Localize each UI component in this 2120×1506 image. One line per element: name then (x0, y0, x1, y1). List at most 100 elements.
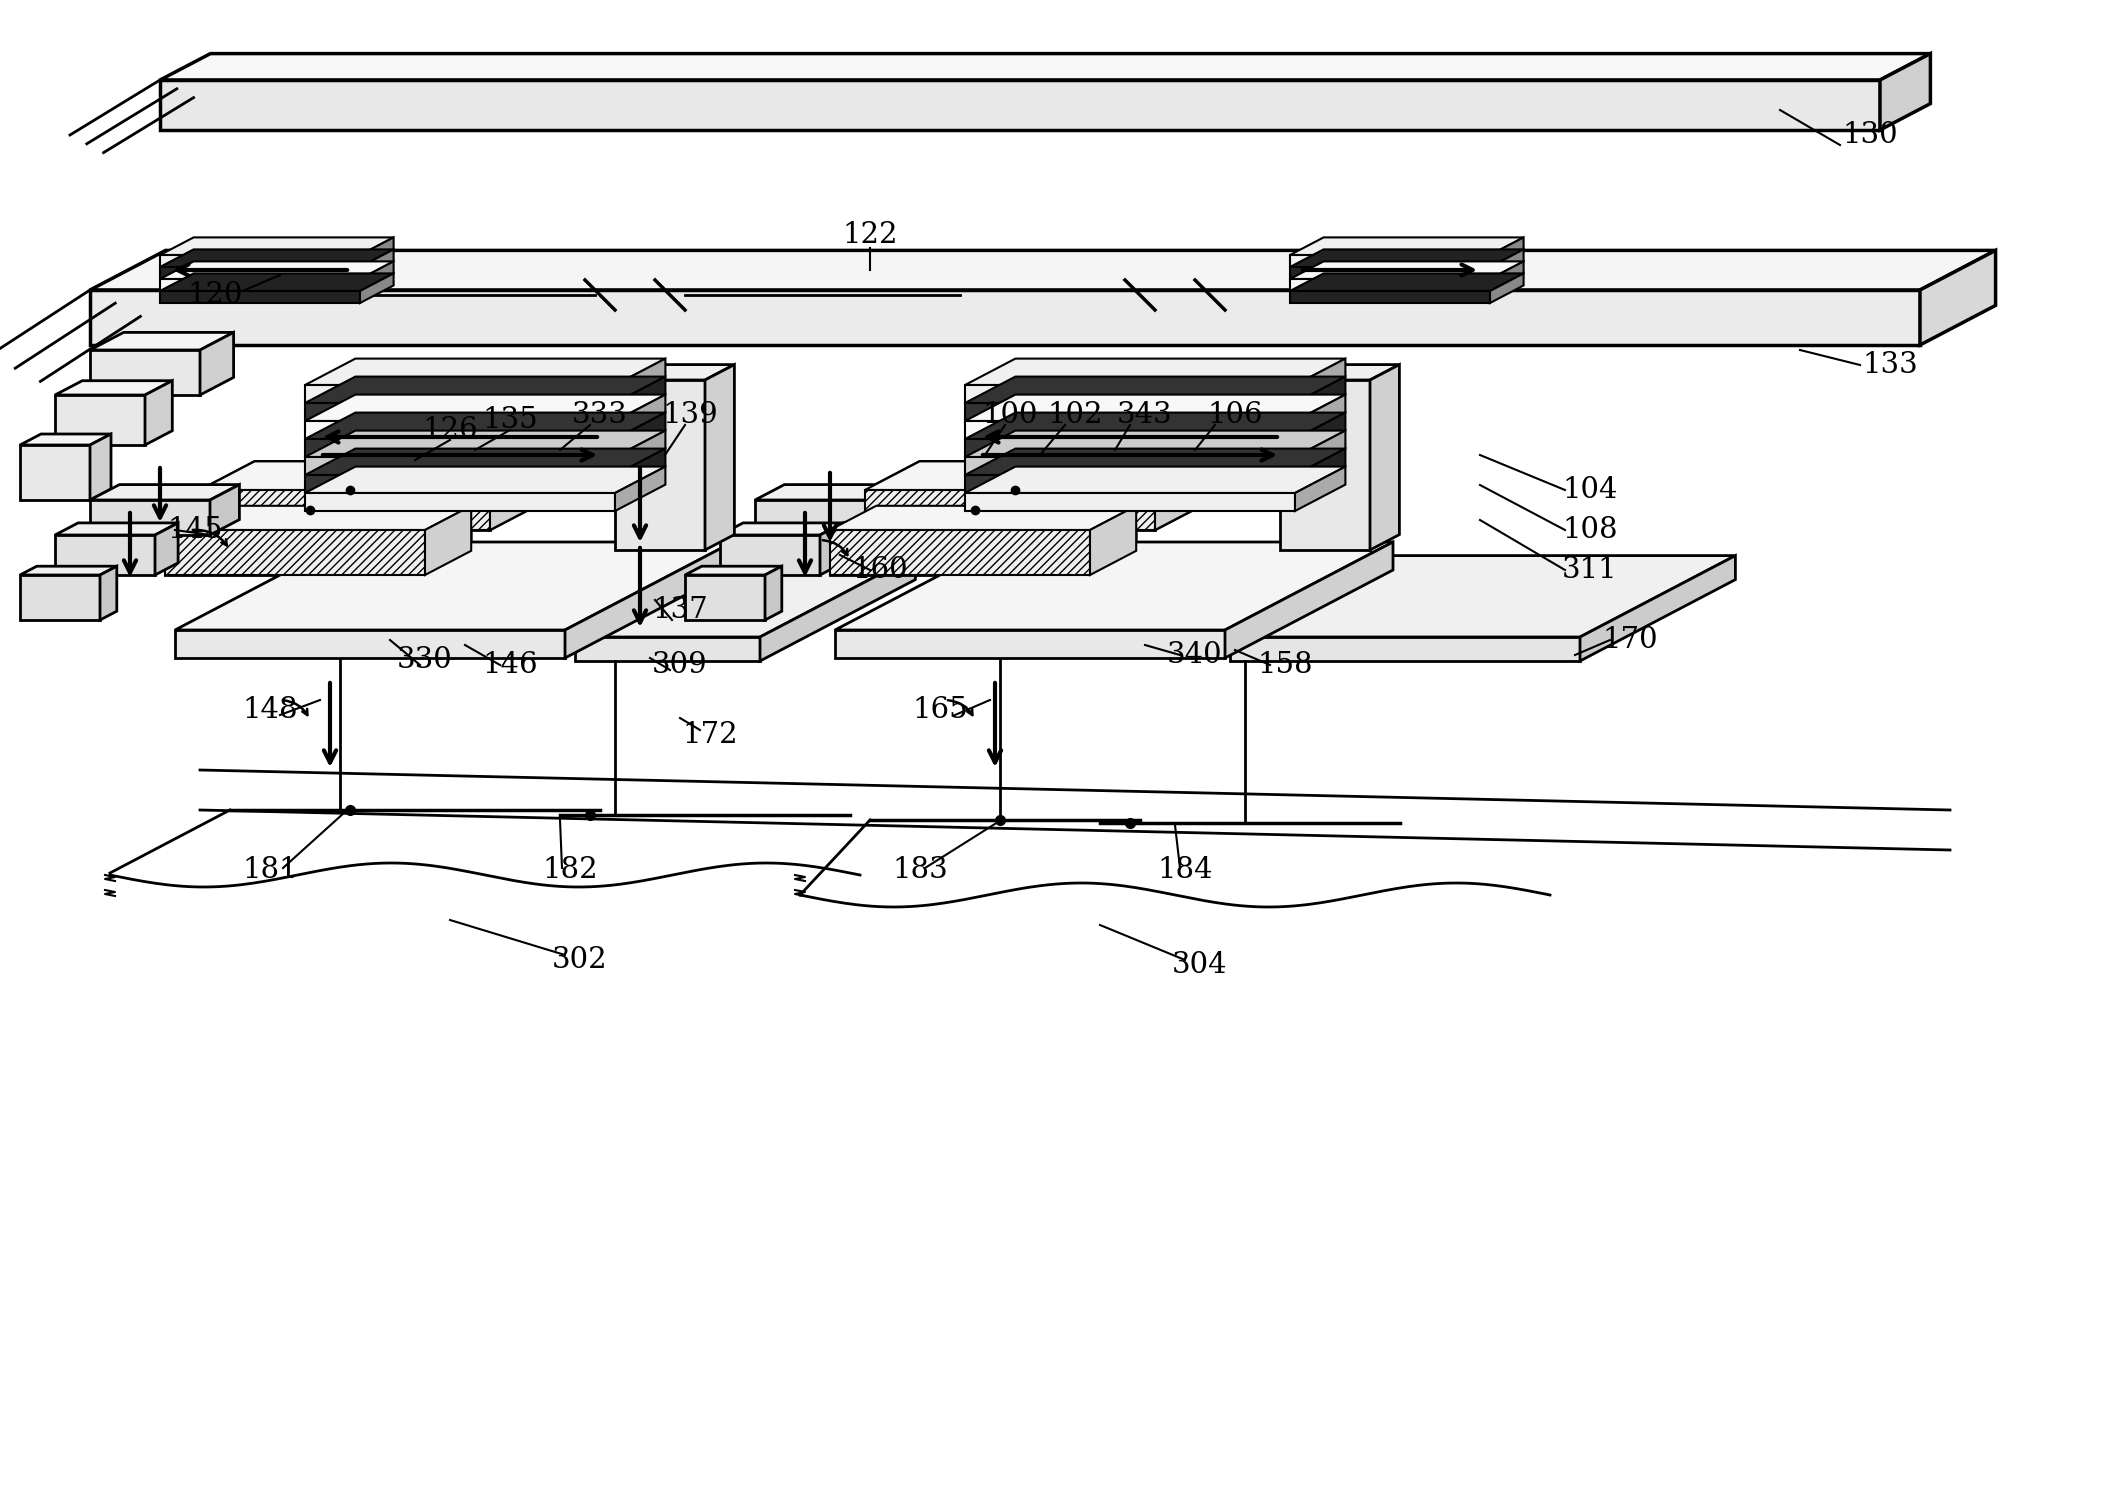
Text: 104: 104 (1562, 476, 1618, 505)
Polygon shape (89, 349, 199, 395)
Polygon shape (1289, 274, 1524, 291)
Polygon shape (865, 489, 1155, 530)
Polygon shape (575, 556, 916, 637)
Text: 160: 160 (852, 556, 907, 584)
Polygon shape (965, 376, 1346, 404)
Polygon shape (706, 364, 734, 550)
Text: 100: 100 (982, 401, 1039, 429)
Polygon shape (1280, 364, 1399, 380)
Polygon shape (305, 467, 666, 492)
Polygon shape (305, 386, 615, 404)
Polygon shape (1280, 380, 1370, 550)
Polygon shape (566, 542, 734, 658)
Polygon shape (165, 530, 424, 575)
Polygon shape (199, 489, 490, 530)
Polygon shape (360, 262, 394, 291)
Polygon shape (1490, 262, 1524, 291)
Polygon shape (159, 274, 394, 291)
Text: 183: 183 (893, 855, 948, 884)
Polygon shape (360, 238, 394, 267)
Polygon shape (159, 291, 360, 303)
Polygon shape (755, 485, 905, 500)
Polygon shape (159, 238, 394, 255)
Polygon shape (89, 291, 1921, 345)
Text: 108: 108 (1562, 517, 1618, 544)
Polygon shape (199, 461, 545, 489)
Polygon shape (176, 542, 734, 630)
Polygon shape (965, 492, 1295, 511)
Text: 182: 182 (543, 855, 598, 884)
Polygon shape (721, 535, 820, 575)
Polygon shape (165, 530, 424, 575)
Polygon shape (835, 542, 1393, 630)
Text: 333: 333 (572, 401, 628, 429)
Text: 340: 340 (1168, 642, 1223, 669)
Polygon shape (965, 413, 1346, 440)
Polygon shape (305, 456, 615, 474)
Polygon shape (159, 250, 394, 267)
Polygon shape (1921, 250, 1995, 345)
Polygon shape (1370, 364, 1399, 550)
Polygon shape (165, 506, 471, 530)
Text: 172: 172 (683, 721, 738, 748)
Polygon shape (1295, 376, 1346, 422)
Polygon shape (19, 434, 110, 444)
Polygon shape (1155, 461, 1211, 530)
Polygon shape (1225, 542, 1393, 658)
Polygon shape (490, 461, 545, 530)
Polygon shape (865, 461, 1211, 489)
Polygon shape (1230, 637, 1579, 661)
Polygon shape (155, 523, 178, 575)
Polygon shape (55, 535, 155, 575)
Polygon shape (1090, 506, 1136, 575)
Polygon shape (360, 250, 394, 279)
Polygon shape (490, 461, 545, 530)
Polygon shape (89, 500, 210, 535)
Polygon shape (615, 358, 666, 404)
Polygon shape (965, 404, 1295, 422)
Polygon shape (831, 506, 1136, 530)
Text: 146: 146 (481, 651, 538, 679)
Text: 330: 330 (396, 646, 454, 675)
Text: 122: 122 (842, 221, 897, 248)
Polygon shape (1880, 54, 1931, 130)
Text: 181: 181 (242, 855, 297, 884)
Polygon shape (1579, 556, 1736, 661)
Text: 170: 170 (1603, 626, 1658, 654)
Polygon shape (165, 506, 471, 530)
Polygon shape (199, 461, 545, 489)
Polygon shape (965, 422, 1295, 440)
Text: 130: 130 (1842, 120, 1897, 149)
Polygon shape (1155, 461, 1211, 530)
Polygon shape (159, 255, 360, 267)
Polygon shape (1289, 267, 1490, 279)
Polygon shape (159, 54, 1931, 80)
Polygon shape (100, 566, 117, 620)
Polygon shape (820, 523, 844, 575)
Polygon shape (89, 434, 110, 500)
Text: 158: 158 (1257, 651, 1312, 679)
Text: 148: 148 (242, 696, 297, 724)
Polygon shape (965, 395, 1346, 422)
Polygon shape (965, 474, 1295, 492)
Polygon shape (305, 431, 666, 456)
Polygon shape (19, 566, 117, 575)
Polygon shape (1295, 413, 1346, 456)
Polygon shape (305, 395, 666, 422)
Polygon shape (199, 333, 233, 395)
Polygon shape (199, 489, 490, 530)
Polygon shape (1090, 506, 1136, 575)
Polygon shape (89, 485, 240, 500)
Polygon shape (1490, 250, 1524, 279)
Polygon shape (1289, 262, 1524, 279)
Polygon shape (615, 395, 666, 440)
Polygon shape (765, 566, 782, 620)
Polygon shape (424, 506, 471, 575)
Text: 137: 137 (653, 596, 708, 623)
Polygon shape (176, 630, 566, 658)
Polygon shape (159, 267, 360, 279)
Polygon shape (615, 467, 666, 511)
Polygon shape (1295, 395, 1346, 440)
Polygon shape (721, 523, 844, 535)
Polygon shape (1295, 467, 1346, 511)
